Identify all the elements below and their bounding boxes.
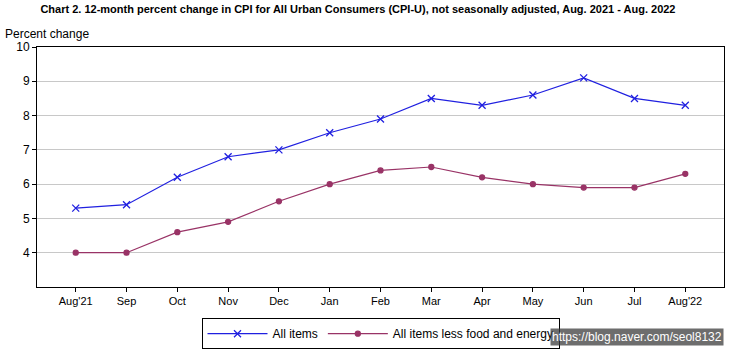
svg-text:https://blog.naver.com/seol813: https://blog.naver.com/seol8132	[552, 330, 722, 344]
svg-text:6: 6	[23, 177, 30, 191]
svg-text:10: 10	[16, 40, 30, 54]
svg-text:Aug'21: Aug'21	[59, 295, 93, 307]
svg-text:All items less food and energy: All items less food and energy	[393, 327, 553, 341]
svg-text:May: May	[522, 295, 543, 307]
svg-text:Feb: Feb	[371, 295, 390, 307]
svg-text:Apr: Apr	[474, 295, 491, 307]
svg-text:Sep: Sep	[117, 295, 137, 307]
svg-text:Percent change: Percent change	[5, 27, 89, 41]
svg-text:All items: All items	[273, 327, 318, 341]
svg-text:7: 7	[23, 143, 30, 157]
svg-text:Mar: Mar	[422, 295, 441, 307]
svg-text:5: 5	[23, 212, 30, 226]
svg-text:Jul: Jul	[627, 295, 641, 307]
svg-text:Oct: Oct	[169, 295, 186, 307]
svg-text:Chart 2. 12-month percent chan: Chart 2. 12-month percent change in CPI …	[40, 3, 675, 15]
svg-text:4: 4	[23, 246, 30, 260]
svg-text:Dec: Dec	[269, 295, 289, 307]
svg-text:9: 9	[23, 74, 30, 88]
svg-text:Jun: Jun	[575, 295, 593, 307]
svg-text:Jan: Jan	[321, 295, 339, 307]
svg-text:Aug'22: Aug'22	[668, 295, 702, 307]
svg-text:8: 8	[23, 109, 30, 123]
svg-text:Nov: Nov	[218, 295, 238, 307]
